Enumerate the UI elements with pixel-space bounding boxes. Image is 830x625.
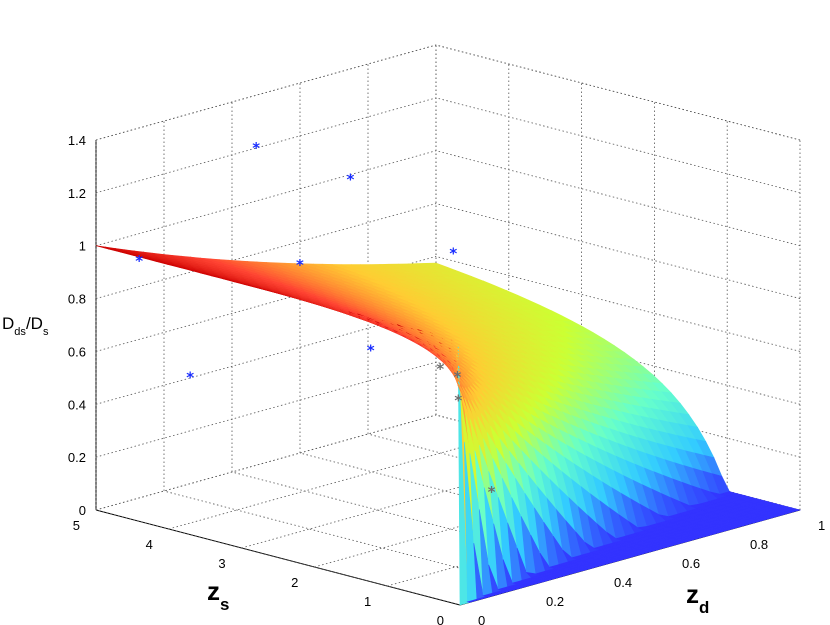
z-tick-label: 1.2 (68, 186, 86, 201)
data-point: * (296, 256, 304, 274)
data-point: * (449, 245, 457, 263)
y-tick-label: 3 (218, 556, 225, 571)
z-tick-label: 1 (79, 239, 86, 254)
x-tick-label: 0.6 (682, 556, 700, 571)
data-point: * (454, 391, 462, 409)
y-tick-label: 4 (146, 537, 153, 552)
data-point: * (367, 341, 375, 359)
x-tick-label: 1 (818, 518, 825, 533)
z-tick-label: 0.6 (68, 344, 86, 359)
z-tick-label: 0.2 (68, 450, 86, 465)
z-tick-label: 0.8 (68, 292, 86, 307)
z-tick-label: 0.4 (68, 397, 86, 412)
z-tick-label: 0 (79, 503, 86, 518)
data-point: * (135, 252, 143, 270)
x-tick-label: 0.8 (750, 537, 768, 552)
data-point: * (346, 170, 354, 188)
y-tick-label: 2 (291, 575, 298, 590)
y-tick-label: 0 (437, 613, 444, 625)
z-tick-label: 1.4 (68, 133, 86, 148)
y-tick-label: 1 (364, 594, 371, 609)
data-point: * (436, 360, 444, 378)
data-point: * (488, 483, 496, 501)
z-axis-label-text: Dds/Ds (2, 314, 49, 338)
data-points: * * * * * * * * * * * (135, 139, 495, 501)
x-tick-label: 0 (478, 613, 485, 625)
y-axis-label: zs (207, 576, 229, 614)
surface (95, 245, 802, 606)
x-axis-label: zd (686, 579, 709, 617)
data-point: * (252, 139, 260, 157)
data-point: * (186, 369, 194, 387)
x-tick-label: 0.4 (614, 575, 632, 590)
z-axis-label: Dds/Ds (2, 314, 49, 338)
data-point: * (453, 368, 461, 386)
x-tick-label: 0.2 (546, 594, 564, 609)
y-tick-label: 5 (73, 518, 80, 533)
